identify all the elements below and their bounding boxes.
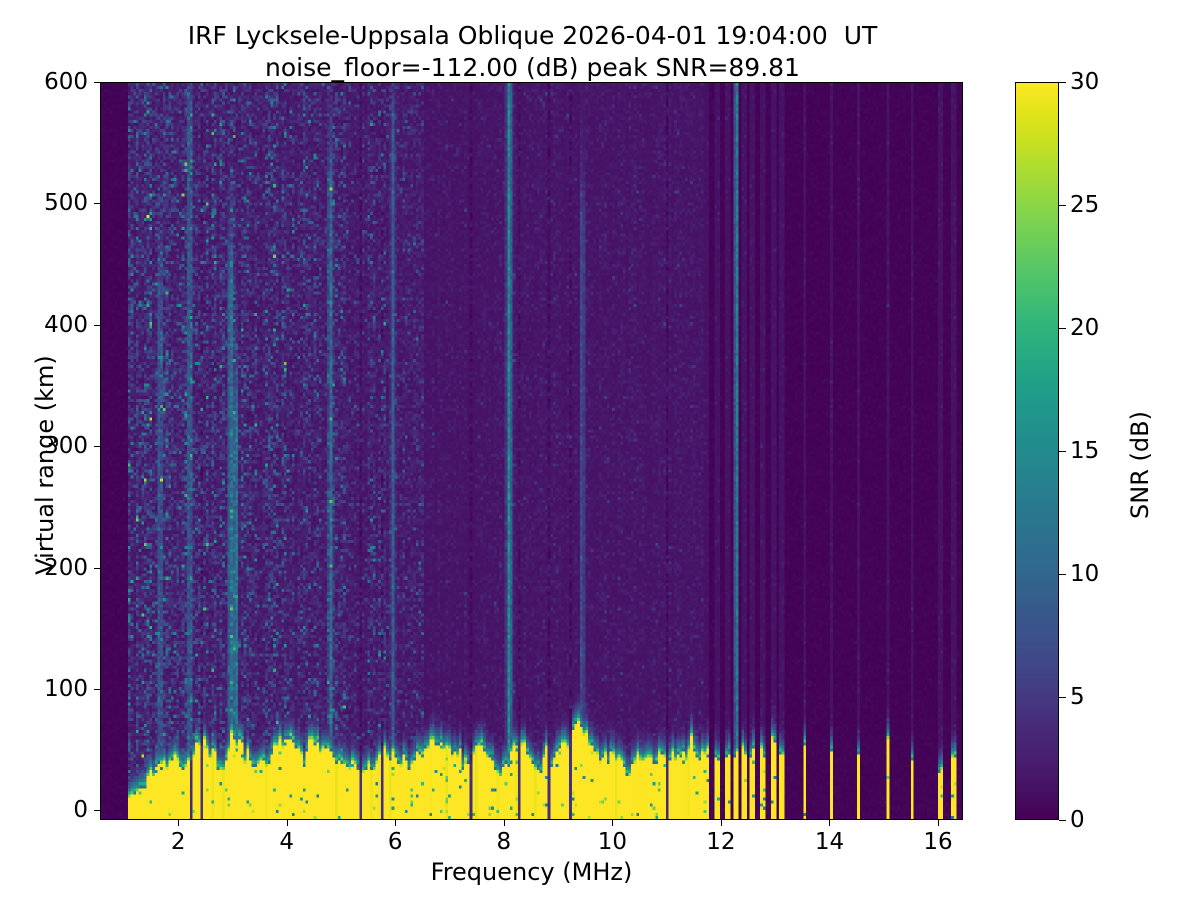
x-tick-16 xyxy=(938,820,940,826)
x-tick-label-2: 2 xyxy=(170,829,186,855)
x-tick-14 xyxy=(829,820,831,826)
heatmap-axes xyxy=(100,82,963,820)
x-tick-label-4: 4 xyxy=(279,829,295,855)
x-tick-6 xyxy=(395,820,397,826)
x-tick-4 xyxy=(286,820,288,826)
x-tick-10 xyxy=(612,820,614,826)
y-tick-300 xyxy=(94,446,100,448)
y-tick-label-100: 100 xyxy=(44,675,88,702)
x-tick-12 xyxy=(720,820,722,826)
colorbar xyxy=(1015,82,1059,820)
x-tick-label-6: 6 xyxy=(387,829,403,855)
y-tick-label-600: 600 xyxy=(44,69,88,95)
heatmap-image xyxy=(101,83,962,819)
colorbar-tick-15 xyxy=(1059,451,1066,452)
y-tick-200 xyxy=(94,567,100,569)
y-tick-100 xyxy=(94,688,100,690)
colorbar-tick-label-5: 5 xyxy=(1070,684,1085,710)
colorbar-tick-label-30: 30 xyxy=(1070,69,1100,95)
colorbar-tick-label-15: 15 xyxy=(1070,438,1100,464)
colorbar-tick-10 xyxy=(1059,574,1066,575)
x-tick-label-12: 12 xyxy=(706,829,736,855)
figure-title: IRF Lycksele-Uppsala Oblique 2026-04-01 … xyxy=(0,20,1065,84)
colorbar-tick-label-0: 0 xyxy=(1070,807,1085,833)
y-tick-400 xyxy=(94,324,100,326)
colorbar-tick-0 xyxy=(1059,820,1066,821)
colorbar-tick-30 xyxy=(1059,82,1066,83)
heatmap-canvas xyxy=(101,83,962,819)
title-line-2: noise_floor=-112.00 (dB) peak SNR=89.81 xyxy=(265,53,800,82)
x-tick-8 xyxy=(503,820,505,826)
x-tick-label-16: 16 xyxy=(923,829,953,855)
colorbar-tick-5 xyxy=(1059,697,1066,698)
colorbar-tick-25 xyxy=(1059,205,1066,206)
title-line-1: IRF Lycksele-Uppsala Oblique 2026-04-01 … xyxy=(187,21,878,50)
colorbar-label: SNR (dB) xyxy=(1126,411,1154,519)
x-tick-label-8: 8 xyxy=(496,829,512,855)
x-axis-label: Frequency (MHz) xyxy=(430,858,633,886)
colorbar-tick-label-25: 25 xyxy=(1070,192,1100,218)
y-tick-label-400: 400 xyxy=(44,311,88,338)
y-tick-label-0: 0 xyxy=(73,797,88,824)
colorbar-tick-label-20: 20 xyxy=(1070,315,1100,341)
colorbar-tick-20 xyxy=(1059,328,1066,329)
y-tick-0 xyxy=(94,810,100,812)
colorbar-tick-label-10: 10 xyxy=(1070,561,1100,587)
y-tick-500 xyxy=(94,203,100,205)
y-tick-label-500: 500 xyxy=(44,190,88,217)
x-tick-label-10: 10 xyxy=(597,829,627,855)
y-tick-label-300: 300 xyxy=(44,433,88,460)
y-tick-label-200: 200 xyxy=(44,554,88,581)
y-tick-600 xyxy=(94,82,100,83)
x-tick-2 xyxy=(178,820,180,826)
x-tick-label-14: 14 xyxy=(814,829,845,855)
